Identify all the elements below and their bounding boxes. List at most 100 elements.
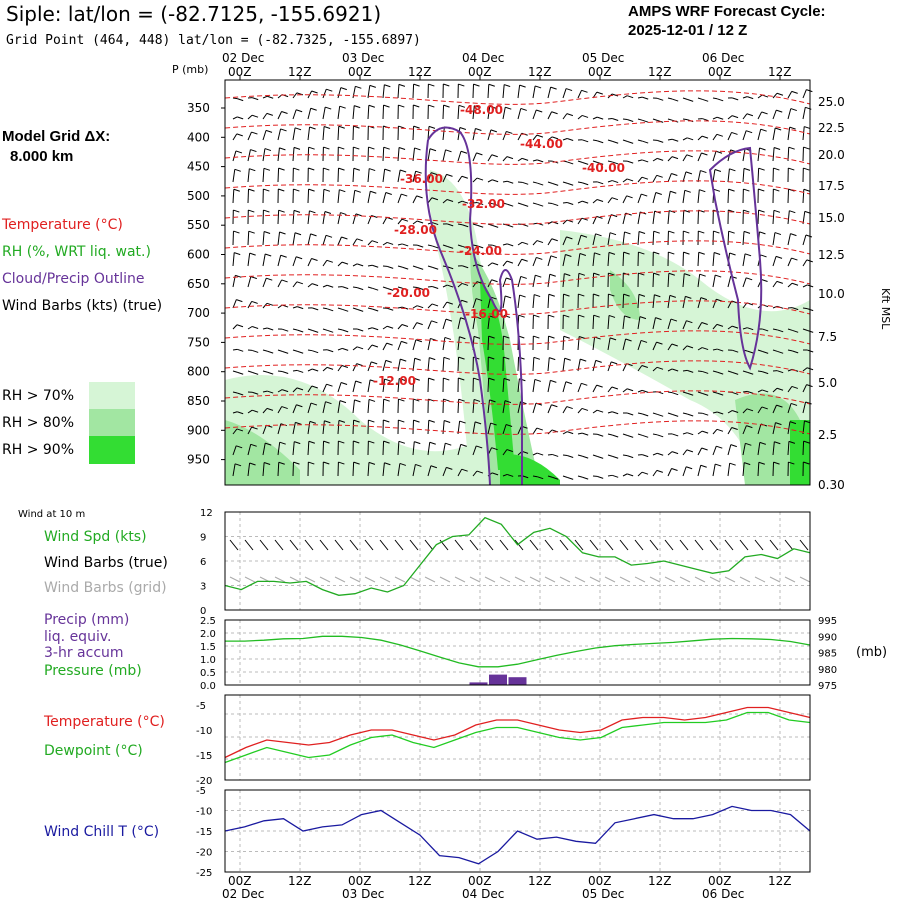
wind-barb-flag: [533, 356, 541, 360]
wind-barb-flag: [671, 343, 678, 347]
wind-barb-flag: [281, 279, 288, 283]
wind-barb-flag: [567, 182, 574, 186]
wind-barb-flag: [398, 440, 406, 444]
temperature-contour-label: -40.00: [582, 161, 625, 175]
legend-wind-speed: Wind Spd (kts): [44, 529, 147, 545]
wind-barb-shaft: [412, 305, 418, 309]
wind-barb-flag: [386, 325, 394, 329]
height-tick-label: 20.0: [818, 148, 845, 162]
wind-barb-flag: [758, 167, 765, 171]
wind-barb-flag: [730, 444, 737, 448]
wind-barb-shaft: [592, 360, 597, 372]
wind-barb-shaft: [457, 175, 463, 183]
wind-barb-shaft: [802, 259, 808, 267]
wind-barb-true: [634, 539, 644, 551]
wind-barb-shaft: [247, 253, 251, 267]
wind-barb-true: [589, 539, 599, 551]
wind-barb-shaft: [397, 265, 403, 268]
wind-barb-flag: [342, 347, 349, 351]
pressure-tick-label: 995: [818, 616, 837, 627]
wind-barb-flag: [339, 105, 346, 109]
wind-barb-flag: [698, 230, 705, 234]
wind-barb-flag: [702, 118, 709, 122]
wind-barb-flag: [671, 368, 679, 372]
wind-barb-shaft: [277, 406, 283, 414]
wind-barb-flag: [803, 146, 810, 150]
wind-barb-shaft: [232, 445, 237, 456]
wind-barb-flag: [310, 233, 317, 237]
wind-barb-flag: [684, 273, 691, 277]
pressure-tick-label: 980: [818, 665, 837, 676]
wind-barb-shaft: [637, 96, 643, 99]
wind-barb-flag: [414, 441, 421, 445]
wind-barb-shaft: [637, 118, 643, 121]
wind-barb-shaft: [577, 160, 583, 163]
wind-barb-shaft: [277, 128, 282, 141]
pressure-tick-label: 800: [187, 365, 210, 379]
wind-barb-flag: [311, 385, 318, 389]
legend-wind-barbs-true: Wind Barbs (true): [44, 555, 168, 571]
wind-barb-flag: [713, 252, 721, 255]
wind-barb-shaft: [667, 412, 673, 415]
wind-barb-flag: [293, 167, 300, 171]
wind-barb-shaft: [427, 244, 433, 247]
wind-barb-shaft: [607, 139, 613, 142]
wind-barb-flag: [717, 392, 724, 396]
wind-barb-shaft: [397, 306, 403, 309]
wind-barb-shaft: [697, 274, 701, 288]
wind-barb-true: [319, 539, 329, 551]
wind-barb-flag: [445, 318, 453, 322]
wind-barb-flag: [701, 347, 709, 351]
wind-barb-shaft: [397, 378, 400, 393]
wind-barb-shaft: [622, 118, 628, 121]
wind-barb-shaft: [667, 138, 673, 141]
wind-barb-flag: [566, 406, 573, 410]
wind-barb-flag: [657, 97, 664, 101]
wind-barb-flag: [716, 445, 723, 449]
wind-barb-flag: [774, 232, 782, 236]
wind-barb-grid: [634, 576, 646, 583]
wind-barb-shaft: [457, 151, 462, 162]
wind-barb-flag: [549, 273, 556, 277]
wind-barb-true: [799, 539, 809, 551]
wind-barb-flag: [641, 365, 649, 368]
wind-barb-shaft: [517, 241, 523, 246]
wind-barb-flag: [685, 171, 693, 175]
wind-barb-shaft: [637, 340, 642, 351]
wind-barb-shaft: [667, 118, 673, 121]
wind-barb-shaft: [742, 148, 746, 162]
wind-barb-flag: [564, 357, 571, 361]
wind-barb-shaft: [442, 126, 445, 141]
wind-barb-shaft: [502, 180, 508, 183]
wind-barb-flag: [685, 295, 692, 299]
wind-barb-flag: [627, 434, 634, 438]
forecast-cycle-value: 2025-12-01 / 12 Z: [628, 22, 748, 39]
wind-barb-shaft: [802, 420, 805, 435]
wind-barb-shaft: [742, 130, 747, 141]
wind-barb-flag: [672, 392, 679, 396]
wind-barb-flag: [686, 154, 693, 158]
wind-barb-shaft: [532, 159, 538, 162]
wind-barb-shaft: [337, 168, 340, 183]
wind-barb-flag: [565, 254, 572, 257]
wind-barb-true: [409, 539, 419, 551]
wind-barb-flag: [341, 236, 348, 240]
wind-barb-flag: [803, 461, 810, 465]
wind-barb-true: [709, 539, 719, 551]
wind-barb-flag: [251, 426, 258, 430]
wind-barb-shaft: [712, 134, 718, 141]
wind-barb-shaft: [607, 433, 613, 436]
wind-barb-flag: [296, 387, 304, 391]
wind-barb-shaft: [352, 380, 357, 393]
wind-barb-flag: [567, 161, 574, 165]
wind-barb-shaft: [247, 276, 252, 288]
wind-barb-shaft: [697, 347, 703, 351]
wind-barb-shaft: [472, 177, 478, 183]
wind-barb-shaft: [682, 449, 688, 456]
wind-chill-tick-label: -20: [196, 848, 212, 859]
wind-barb-shaft: [322, 366, 328, 372]
wind-barb-shaft: [487, 179, 493, 183]
wind-barb-shaft: [382, 378, 386, 393]
wind-barb-shaft: [652, 470, 658, 477]
wind-barb-flag: [295, 109, 303, 113]
